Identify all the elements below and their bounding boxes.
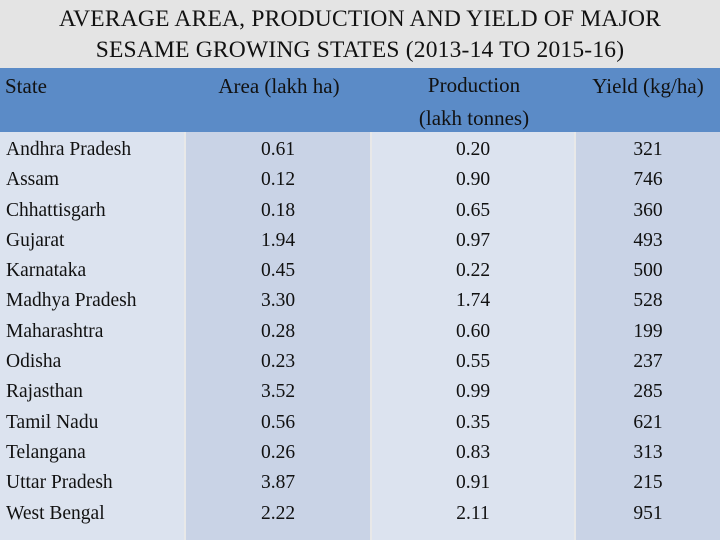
cell-area: 0.61 xyxy=(260,139,296,160)
table-row: Odisha 0.23 0.55 237 xyxy=(0,347,720,377)
cell-production: 0.91 xyxy=(455,472,491,494)
table-row: Gujarat 1.94 0.97 493 xyxy=(0,226,720,256)
table-row: West Bengal 2.22 2.11 951 xyxy=(0,499,720,529)
cell-state: Madhya Pradesh xyxy=(6,290,137,312)
cell-area: 0.26 xyxy=(260,441,296,463)
cell-yield: 621 xyxy=(633,411,663,433)
table-row: Rajasthan 3.52 0.99 285 xyxy=(0,377,720,407)
table-row: Tamil Nadu 0.56 0.35 621 xyxy=(0,408,720,438)
header-production: Production (lakh tonnes) xyxy=(372,68,576,132)
cell-production: 0.20 xyxy=(455,139,491,160)
cell-area: 3.52 xyxy=(260,381,296,403)
cell-area: 0.23 xyxy=(260,351,296,373)
cell-state: Rajasthan xyxy=(6,381,83,403)
header-area-label: Area (lakh ha) xyxy=(218,74,340,98)
table-title: AVERAGE AREA, PRODUCTION AND YIELD OF MA… xyxy=(0,0,720,68)
table-row: Uttar Pradesh 3.87 0.91 215 xyxy=(0,468,720,498)
cell-production: 1.74 xyxy=(455,290,491,312)
cell-state: Tamil Nadu xyxy=(6,411,99,433)
table-row: Karnataka 0.45 0.22 500 xyxy=(0,256,720,286)
cell-yield: 321 xyxy=(633,139,663,160)
cell-area: 0.28 xyxy=(260,320,296,342)
cell-yield: 199 xyxy=(633,320,663,342)
cell-area: 3.87 xyxy=(260,472,296,494)
table-header: State Area (lakh ha) Production (lakh to… xyxy=(0,68,720,132)
cell-production: 0.83 xyxy=(455,441,491,463)
cell-state: Chhattisgarh xyxy=(6,199,106,221)
header-state: State xyxy=(0,68,186,132)
table-rows: Andhra Pradesh 0.61 0.20 321 Assam 0.12 0.90 74… xyxy=(0,135,720,529)
cell-production: 0.55 xyxy=(455,351,491,373)
title-line-1: AVERAGE AREA, PRODUCTION AND YIELD OF MA… xyxy=(58,6,661,32)
cell-yield: 313 xyxy=(633,441,663,463)
cell-area: 0.56 xyxy=(260,411,296,433)
title-line-2: SESAME GROWING STATES (2013-14 TO 2015-1… xyxy=(95,37,625,63)
cell-yield: 237 xyxy=(633,351,663,373)
cell-state: Assam xyxy=(6,169,60,191)
cell-production: 0.22 xyxy=(455,260,491,282)
cell-area: 0.45 xyxy=(260,260,296,282)
header-state-label: State xyxy=(5,74,47,98)
cell-yield: 528 xyxy=(633,290,663,312)
cell-area: 0.12 xyxy=(260,169,296,191)
table-row: Telangana 0.26 0.83 313 xyxy=(0,438,720,468)
column-area-band xyxy=(186,132,370,540)
cell-state: West Bengal xyxy=(6,502,105,524)
cell-production: 0.90 xyxy=(455,169,491,191)
header-production-line-1: Production xyxy=(427,73,521,97)
cell-production: 2.11 xyxy=(456,502,490,524)
cell-yield: 951 xyxy=(633,502,663,524)
header-production-line-2: (lakh tonnes) xyxy=(418,106,530,130)
header-yield: Yield (kg/ha) xyxy=(576,68,720,132)
table-body: Andhra Pradesh 0.61 0.20 321 Assam 0.12 0.90 74… xyxy=(0,132,720,540)
cell-area: 3.30 xyxy=(260,290,296,312)
cell-yield: 285 xyxy=(633,381,663,403)
cell-area: 1.94 xyxy=(260,229,296,251)
cell-yield: 493 xyxy=(633,229,663,251)
column-state-band xyxy=(0,132,184,540)
cell-production: 0.97 xyxy=(455,229,491,251)
cell-production: 0.99 xyxy=(455,381,491,403)
cell-state: Uttar Pradesh xyxy=(6,472,113,494)
table-row: Chhattisgarh 0.18 0.65 360 xyxy=(0,196,720,226)
cell-state: Maharashtra xyxy=(6,320,104,342)
cell-production: 0.65 xyxy=(455,199,491,221)
column-production-band xyxy=(372,132,574,540)
cell-state: Odisha xyxy=(6,351,62,373)
cell-yield: 500 xyxy=(633,260,663,282)
table-row: Assam 0.12 0.90 746 xyxy=(0,165,720,195)
cell-area: 0.18 xyxy=(260,199,296,221)
cell-state: Gujarat xyxy=(6,229,65,251)
cell-state: Telangana xyxy=(6,441,86,463)
header-area: Area (lakh ha) xyxy=(186,68,372,132)
cell-state: Karnataka xyxy=(6,260,87,282)
cell-yield: 215 xyxy=(633,472,663,494)
table-row: Madhya Pradesh 3.30 1.74 528 xyxy=(0,286,720,316)
cell-production: 0.35 xyxy=(455,411,491,433)
cell-state: Andhra Pradesh xyxy=(6,139,132,160)
table-row: Maharashtra 0.28 0.60 199 xyxy=(0,317,720,347)
column-yield-band xyxy=(576,132,720,540)
header-yield-label: Yield (kg/ha) xyxy=(592,74,704,98)
cell-area: 2.22 xyxy=(260,502,296,524)
cell-production: 0.60 xyxy=(455,320,491,342)
cell-yield: 746 xyxy=(633,169,663,191)
cell-yield: 360 xyxy=(633,199,663,221)
table-row: Andhra Pradesh 0.61 0.20 321 xyxy=(0,135,720,165)
